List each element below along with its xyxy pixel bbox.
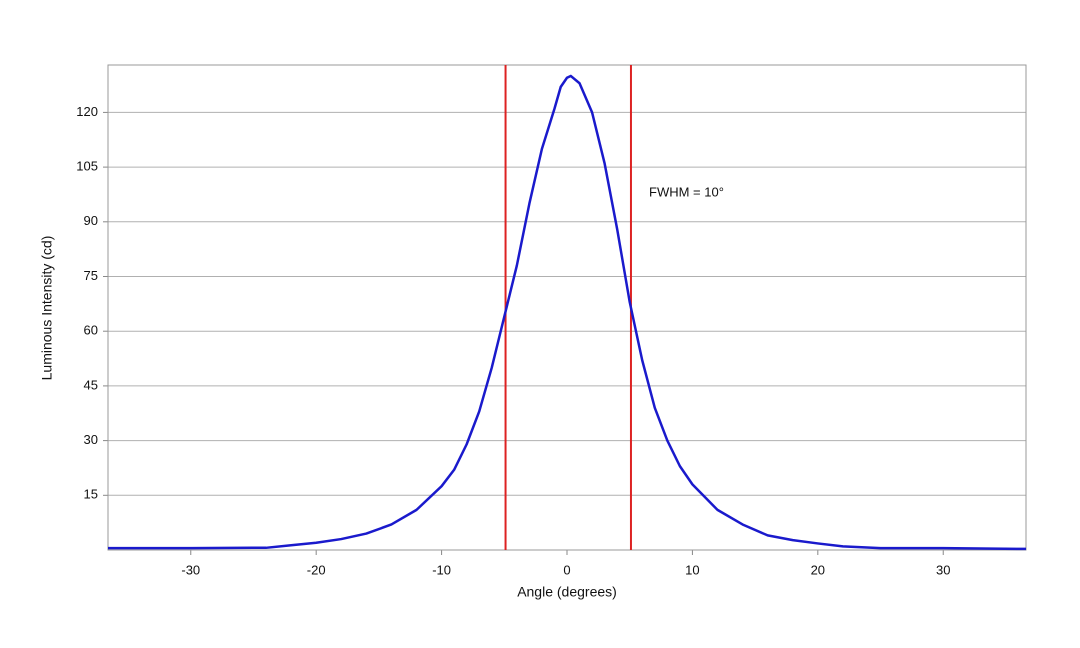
y-tick-label: 45 bbox=[84, 377, 98, 392]
x-tick-label: -30 bbox=[181, 562, 200, 577]
y-tick-label: 120 bbox=[76, 104, 98, 119]
y-tick-label: 75 bbox=[84, 268, 98, 283]
y-tick-label: 90 bbox=[84, 213, 98, 228]
x-axis-label: Angle (degrees) bbox=[517, 584, 617, 600]
data-line bbox=[108, 74, 1027, 551]
x-tick-label: 20 bbox=[811, 562, 825, 577]
annotation: FWHM = 10° bbox=[649, 184, 724, 199]
y-tick-label: 30 bbox=[84, 432, 98, 447]
y-tick-label: 105 bbox=[76, 159, 98, 174]
x-tick-label: 10 bbox=[685, 562, 699, 577]
plot-border bbox=[107, 64, 1027, 551]
x-tick-label: 0 bbox=[563, 562, 570, 577]
x-tick-label: 30 bbox=[936, 562, 950, 577]
y-tick-label: 15 bbox=[84, 487, 98, 502]
y-axis-label: Luminous Intensity (cd) bbox=[39, 236, 55, 381]
x-tick-label: -20 bbox=[307, 562, 326, 577]
x-tick-label: -10 bbox=[432, 562, 451, 577]
y-tick-label: 60 bbox=[84, 323, 98, 338]
